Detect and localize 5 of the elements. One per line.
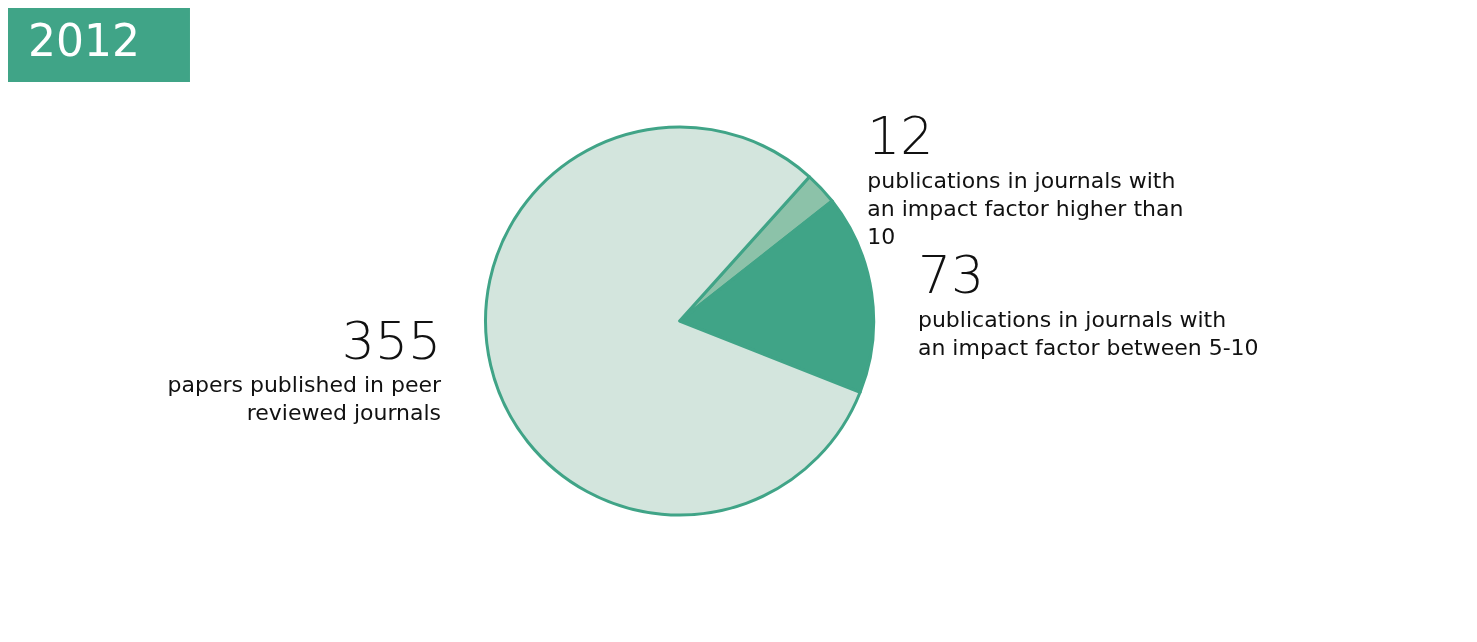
data-label: 12	[867, 106, 934, 167]
data-label: 355	[341, 310, 442, 371]
chart-title: 2012	[28, 14, 140, 66]
slice-label: papers published in peer reviewed journals	[167, 372, 443, 426]
slice-label: publications in journals with an impact factor between 5-10	[917, 306, 1259, 360]
